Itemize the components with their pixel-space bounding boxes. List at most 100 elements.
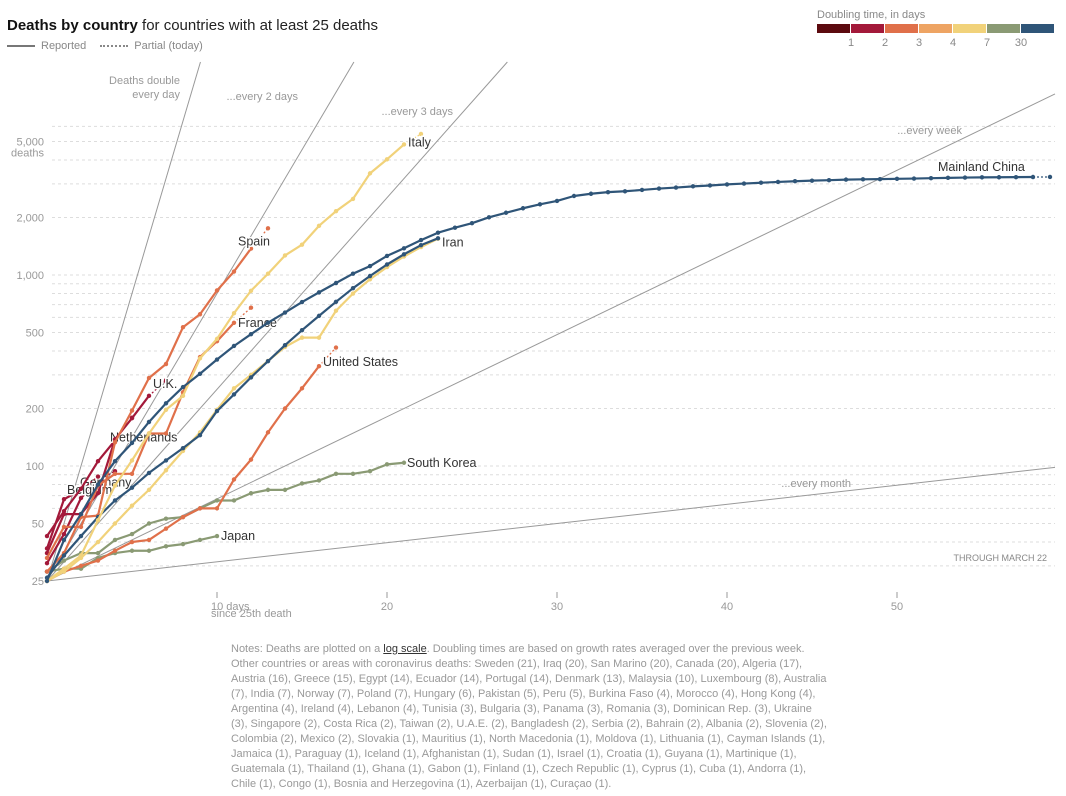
series-iran-point [299, 328, 305, 333]
y-tick-label: 100 [26, 461, 44, 473]
series-united-states-partial-point [333, 345, 339, 350]
series-italy-point [197, 356, 203, 361]
x-axis-sublabel: since 25th death [211, 608, 292, 620]
series-germany-point [78, 495, 84, 501]
series-italy-point [248, 288, 254, 293]
series-spain-point [129, 408, 135, 413]
series-mainland-china-point [979, 175, 985, 180]
doubling-swatch-4 [953, 24, 986, 33]
log-scale-link[interactable]: log scale [383, 643, 427, 655]
series-south-korea-point [316, 478, 322, 483]
series-south-korea-point [282, 487, 288, 493]
series-south-korea-point [112, 537, 118, 543]
series-united-states-point [163, 526, 169, 531]
series-united-states-point [299, 386, 305, 391]
series-belgium-partial-line [80, 476, 99, 491]
series-italy-label: Italy [408, 135, 432, 149]
y-tick-label: 50 [32, 519, 44, 531]
series-mainland-china-point [95, 482, 101, 487]
series-iran-point [401, 252, 407, 257]
series-spain-point [44, 569, 50, 574]
doubling-tick-label: 2 [881, 37, 889, 49]
series-iran-point [282, 343, 288, 348]
x-tick-label: 20 [381, 601, 393, 613]
series-italy-point [265, 271, 271, 276]
series-mainland-china-point [605, 189, 611, 195]
series-iran-point [367, 273, 373, 279]
series-iran-point [146, 470, 152, 476]
doubling-legend-ticks: 1 2 3 4 7 30 [817, 37, 1055, 51]
x-tick-label: 30 [551, 601, 563, 613]
series-iran-point [248, 375, 254, 380]
series-u-k-point [95, 491, 101, 496]
series-france-point [61, 524, 67, 530]
series-iran-point [265, 358, 271, 364]
series-iran-nd-point [163, 468, 169, 473]
series-south-korea-point [401, 460, 407, 465]
notes-text: . Doubling times are based on growth rat… [231, 643, 827, 790]
series-germany-point [44, 560, 50, 566]
series-united-states-partial-line [318, 347, 337, 367]
series-south-korea-point [146, 521, 152, 526]
series-united-states-point [112, 548, 118, 553]
series-mainland-china-point [894, 176, 900, 182]
series-iran-nd-point [333, 308, 339, 313]
series-mainland-china-point [962, 175, 968, 180]
doubling-swatch-2 [885, 24, 918, 33]
series-iran-point [418, 242, 424, 248]
y-tick-label: 200 [26, 404, 44, 416]
series-mainland-china-point [78, 511, 84, 517]
series-united-states-point [146, 537, 152, 543]
series-mainland-china-point [61, 537, 67, 543]
series-spain-point [112, 440, 118, 445]
series-iran-nd-point [316, 335, 322, 340]
series-south-korea-point [265, 487, 271, 493]
reported-label: Reported [41, 40, 87, 52]
series-italy-point [214, 336, 220, 342]
series-united-states-point [231, 477, 237, 482]
series-mainland-china-point [928, 175, 934, 181]
series-italy-point [78, 553, 84, 558]
x-tick-label: 50 [891, 601, 903, 613]
series-italy-point [282, 253, 288, 258]
doubling-tick-label: 30 [1014, 37, 1028, 49]
series-italy-point [180, 393, 186, 399]
series-iran-point [197, 432, 203, 438]
series-mainland-china-line [45, 175, 1034, 582]
series-mainland-china-point [554, 198, 560, 204]
series-japan-point [146, 548, 152, 553]
series-mainland-china-point [316, 290, 322, 295]
series-iran-point [112, 498, 118, 503]
series-japan-point [197, 537, 203, 543]
series-france-point [112, 471, 118, 477]
series-mainland-china-point [911, 176, 917, 181]
series-iran-point [61, 553, 67, 558]
reference-line-label: ...every 2 days [226, 91, 298, 103]
series-mainland-china-point [248, 331, 254, 337]
series-italy-partial-line [403, 133, 422, 146]
y-tick-label: 5,000 [16, 137, 44, 149]
doubling-swatch-3 [919, 24, 952, 33]
series-u-k-label: U.K. [153, 377, 177, 391]
series-italy-line [46, 143, 405, 582]
series-mainland-china-point [282, 310, 288, 315]
series-italy-partial-point [418, 131, 424, 137]
series-iran-point [316, 313, 322, 319]
series-mainland-china-point [945, 175, 951, 181]
series-mainland-china-point [452, 225, 458, 230]
series-mainland-china-point [418, 237, 424, 243]
series-italy-point [61, 566, 67, 571]
series-mainland-china-point [333, 280, 339, 286]
series-iran-point [350, 285, 356, 291]
series-u-k-point [129, 415, 135, 421]
doubling-tick-label: 4 [949, 37, 957, 49]
series-iran-nd-point [367, 277, 373, 282]
series-japan-point [180, 541, 186, 547]
y-tick-label: 500 [26, 328, 44, 340]
series-mainland-china-point [299, 299, 305, 305]
series-mainland-china-point [877, 176, 883, 182]
series-iran-point [333, 299, 339, 304]
series-south-korea-point [129, 531, 135, 537]
series-mainland-china-point [367, 263, 373, 269]
